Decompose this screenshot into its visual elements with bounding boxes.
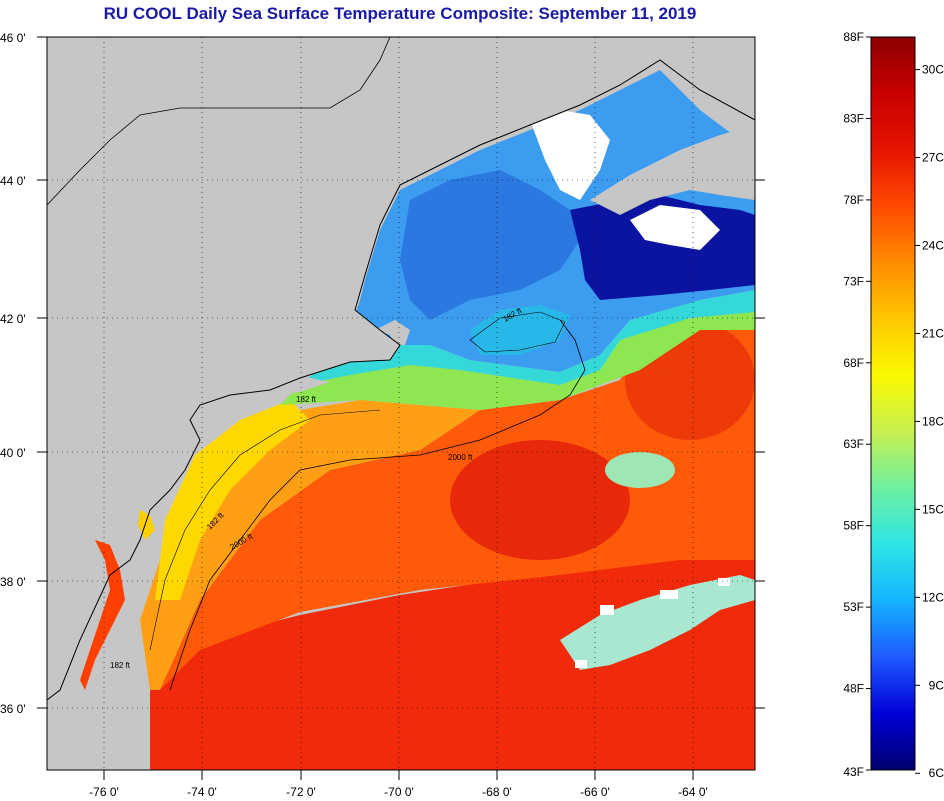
colorbar-f-label: 78F (843, 193, 864, 207)
lon-label-72: -72 0' (286, 785, 316, 799)
isobath-182ft (149, 409, 381, 651)
lon-label-68: -68 0' (482, 785, 512, 799)
cloud-puff-2 (660, 590, 678, 599)
sst-georges-bank (470, 305, 570, 355)
colorbar-f-label: 63F (843, 437, 864, 451)
land-new-england (47, 37, 755, 700)
colorbar-c-label: 6C (929, 766, 944, 780)
isobath-label-1: 2000 ft (448, 453, 473, 462)
cloud-offshore-south (560, 575, 755, 670)
warm-core-ring (450, 440, 630, 560)
map-frame (46, 36, 756, 771)
colorbar-c-label: 24C (922, 238, 944, 252)
cloud-puff-1 (600, 605, 614, 615)
chart-title: RU COOL Daily Sea Surface Temperature Co… (103, 4, 697, 23)
lon-label-76: -76 0' (89, 785, 119, 799)
colorbar-fahrenheit-labels: 88F 83F 78F 73F 68F 63F 58F 53F 48F 43F (843, 30, 871, 779)
colorbar-c-label: 27C (922, 151, 944, 165)
colorbar-f-label: 43F (843, 765, 864, 779)
sst-nearshore-yellow (155, 400, 310, 600)
coastline (47, 59, 755, 701)
colorbar-f-label: 48F (843, 682, 864, 696)
lon-label-70: -70 0' (384, 785, 414, 799)
colorbar-celsius-labels: 30C 27C 24C 21C 18C 15C 12C 9C 6C (915, 63, 944, 780)
lon-label-64: -64 0' (678, 785, 708, 799)
axis-ticks (37, 36, 765, 780)
colorbar-f-label: 53F (843, 600, 864, 614)
lon-label-66: -66 0' (580, 785, 610, 799)
lat-label-44: 44 0' (0, 174, 26, 188)
cloud-patch-mid (605, 452, 675, 488)
colorbar-f-label: 83F (843, 111, 864, 125)
chesapeake-bay (80, 540, 125, 690)
isobath-2000ft (169, 319, 586, 691)
colorbar-c-label: 18C (922, 414, 944, 428)
colorbar (870, 36, 916, 771)
colorbar-f-label: 58F (843, 519, 864, 533)
lat-label-40: 40 0' (0, 446, 26, 460)
colorbar-c-label: 9C (929, 678, 944, 692)
cloud-nova-scotia (630, 205, 720, 250)
colorbar-f-label: 73F (843, 274, 864, 288)
lat-label-36: 36 0' (0, 702, 26, 716)
graticule (47, 37, 755, 770)
sst-gulf-of-maine-deep (400, 170, 580, 320)
lon-label-74: -74 0' (187, 785, 217, 799)
sst-warm-offshore (150, 545, 755, 770)
colorbar-c-label: 12C (922, 590, 944, 604)
us-canada-border (47, 37, 391, 206)
colorbar-c-label: 21C (922, 326, 944, 340)
sst-cyan-band (300, 290, 755, 385)
sst-southern-newengland-green (280, 310, 755, 410)
lat-label-46: 46 0' (0, 31, 26, 45)
isobath-label-3: 182 ft (296, 395, 317, 404)
colorbar-f-label: 88F (843, 30, 864, 44)
cloud-puff-3 (575, 660, 587, 668)
land-cape-cod (375, 320, 410, 345)
isobath-georges (469, 311, 566, 353)
cloud-bay-of-fundy (530, 110, 610, 200)
land-nova-scotia (590, 125, 755, 215)
lat-label-38: 38 0' (0, 575, 26, 589)
isobath-label-5: 182 ft (110, 661, 131, 670)
colorbar-f-label: 68F (843, 356, 864, 370)
colorbar-c-label: 15C (922, 502, 944, 516)
lat-label-42: 42 0' (0, 312, 26, 326)
cloud-puff-4 (718, 578, 730, 586)
colorbar-c-label: 30C (922, 63, 944, 77)
